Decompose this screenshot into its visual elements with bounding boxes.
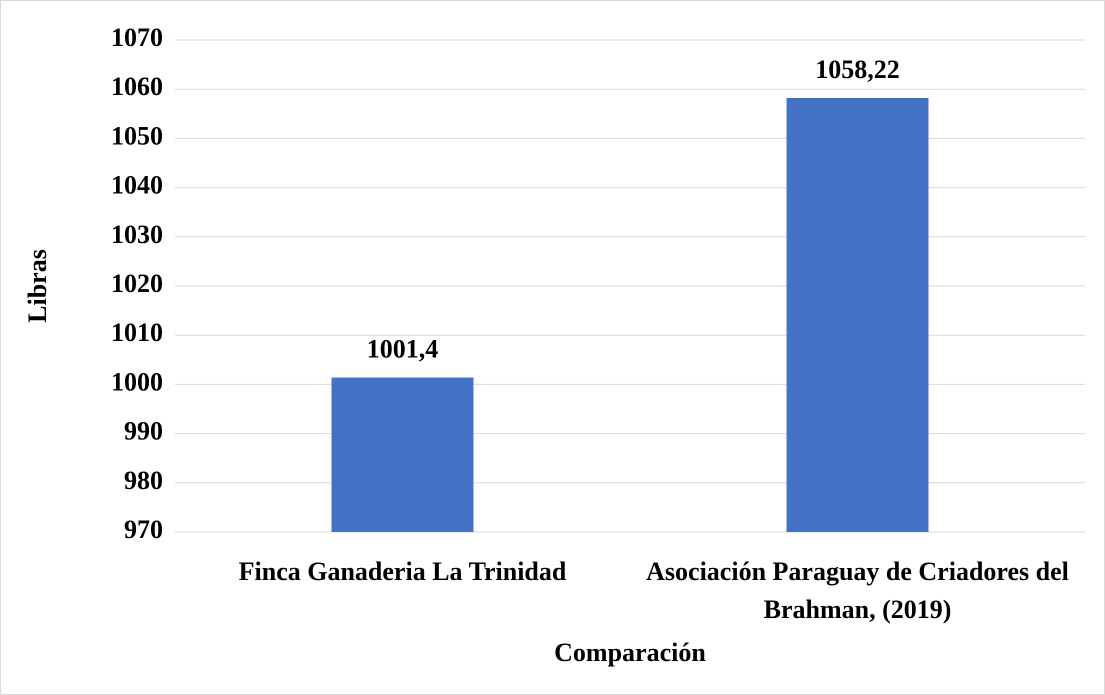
y-tick-label: 980 <box>124 466 163 495</box>
y-tick-label: 970 <box>124 515 163 544</box>
y-axis-title: Libras <box>23 249 52 323</box>
x-tick-label: Finca Ganaderia La Trinidad <box>238 557 567 586</box>
y-tick-label: 1020 <box>111 269 163 298</box>
y-tick-label: 1050 <box>111 121 163 150</box>
data-label: 1058,22 <box>815 55 900 84</box>
y-tick-label: 1010 <box>111 318 163 347</box>
y-tick-label: 1000 <box>111 367 163 396</box>
x-axis-title: Comparación <box>554 638 706 667</box>
y-tick-label: 1060 <box>111 72 163 101</box>
x-tick-label: Asociación Paraguay de Criadores del Bra… <box>646 557 1069 624</box>
y-tick-label: 990 <box>124 417 163 446</box>
y-tick-label: 1070 <box>111 23 163 52</box>
bar <box>786 97 929 532</box>
y-tick-label: 1040 <box>111 171 163 200</box>
data-label: 1001,4 <box>367 334 439 363</box>
y-tick-label: 1030 <box>111 220 163 249</box>
bar <box>331 377 474 532</box>
